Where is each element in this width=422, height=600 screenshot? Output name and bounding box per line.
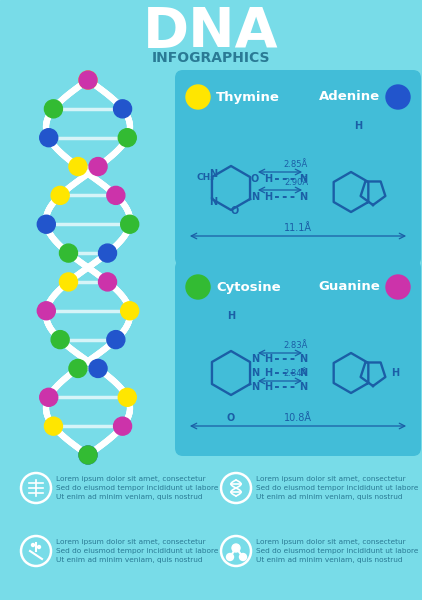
Text: N: N bbox=[209, 169, 217, 179]
Circle shape bbox=[114, 100, 132, 118]
Text: CH₃: CH₃ bbox=[197, 173, 215, 182]
Circle shape bbox=[40, 388, 58, 406]
Circle shape bbox=[51, 331, 69, 349]
Text: H: H bbox=[391, 368, 399, 378]
Circle shape bbox=[79, 446, 97, 464]
Circle shape bbox=[232, 544, 240, 552]
Text: Guanine: Guanine bbox=[318, 280, 380, 293]
Text: 2.84Å: 2.84Å bbox=[284, 369, 308, 378]
Text: 11.1Å: 11.1Å bbox=[284, 223, 312, 233]
Circle shape bbox=[98, 244, 116, 262]
Text: H: H bbox=[264, 174, 272, 184]
Text: INFOGRAPHICS: INFOGRAPHICS bbox=[152, 51, 270, 65]
Circle shape bbox=[89, 158, 107, 176]
Text: Lorem ipsum dolor sit amet, consectetur
Sed do eiusmod tempor incididunt ut labo: Lorem ipsum dolor sit amet, consectetur … bbox=[56, 539, 218, 563]
Circle shape bbox=[79, 71, 97, 89]
Text: 2.90Å: 2.90Å bbox=[284, 178, 308, 187]
Text: Cytosine: Cytosine bbox=[216, 280, 281, 293]
Circle shape bbox=[98, 273, 116, 291]
Circle shape bbox=[51, 187, 69, 205]
Text: H: H bbox=[264, 368, 272, 378]
Text: N: N bbox=[251, 192, 259, 202]
Circle shape bbox=[118, 128, 136, 146]
Circle shape bbox=[107, 187, 125, 205]
Text: N: N bbox=[251, 354, 259, 364]
Circle shape bbox=[386, 275, 410, 299]
Text: H: H bbox=[354, 121, 362, 131]
Text: Thymine: Thymine bbox=[216, 91, 280, 103]
Text: 10.8Å: 10.8Å bbox=[284, 413, 312, 423]
Text: DNA: DNA bbox=[143, 5, 279, 59]
Circle shape bbox=[186, 85, 210, 109]
Text: N: N bbox=[209, 197, 217, 207]
Circle shape bbox=[69, 158, 87, 176]
Text: 2.85Å: 2.85Å bbox=[284, 160, 308, 169]
Circle shape bbox=[79, 71, 97, 89]
Text: Lorem ipsum dolor sit amet, consectetur
Sed do eiusmod tempor incididunt ut labo: Lorem ipsum dolor sit amet, consectetur … bbox=[256, 476, 418, 500]
Text: N: N bbox=[299, 174, 307, 184]
Text: N: N bbox=[299, 368, 307, 378]
Circle shape bbox=[89, 359, 107, 377]
Text: H: H bbox=[264, 354, 272, 364]
Text: H: H bbox=[227, 311, 235, 321]
Text: Adenine: Adenine bbox=[319, 91, 380, 103]
Text: O: O bbox=[251, 174, 259, 184]
Text: 2.83Å: 2.83Å bbox=[284, 341, 308, 350]
Circle shape bbox=[79, 446, 97, 464]
FancyBboxPatch shape bbox=[175, 70, 421, 266]
Text: H: H bbox=[264, 382, 272, 392]
Text: H: H bbox=[264, 192, 272, 202]
Circle shape bbox=[32, 544, 35, 547]
Circle shape bbox=[37, 215, 55, 233]
Text: O: O bbox=[227, 413, 235, 423]
Circle shape bbox=[186, 275, 210, 299]
Text: Lorem ipsum dolor sit amet, consectetur
Sed do eiusmod tempor incididunt ut labo: Lorem ipsum dolor sit amet, consectetur … bbox=[56, 476, 218, 500]
Circle shape bbox=[44, 417, 62, 435]
Circle shape bbox=[37, 302, 55, 320]
FancyBboxPatch shape bbox=[175, 260, 421, 456]
Text: N: N bbox=[251, 368, 259, 378]
Text: N: N bbox=[299, 382, 307, 392]
Text: N: N bbox=[251, 382, 259, 392]
Circle shape bbox=[121, 302, 139, 320]
Circle shape bbox=[240, 553, 246, 560]
Circle shape bbox=[114, 417, 132, 435]
Circle shape bbox=[118, 388, 136, 406]
Circle shape bbox=[44, 100, 62, 118]
Circle shape bbox=[40, 128, 58, 146]
Text: Lorem ipsum dolor sit amet, consectetur
Sed do eiusmod tempor incididunt ut labo: Lorem ipsum dolor sit amet, consectetur … bbox=[256, 539, 418, 563]
Circle shape bbox=[60, 244, 78, 262]
Text: O: O bbox=[231, 206, 239, 216]
Circle shape bbox=[121, 215, 139, 233]
Circle shape bbox=[107, 331, 125, 349]
Circle shape bbox=[38, 545, 41, 548]
Text: N: N bbox=[299, 354, 307, 364]
Circle shape bbox=[69, 359, 87, 377]
Text: N: N bbox=[299, 192, 307, 202]
Circle shape bbox=[386, 85, 410, 109]
Circle shape bbox=[227, 553, 233, 560]
Circle shape bbox=[60, 273, 78, 291]
